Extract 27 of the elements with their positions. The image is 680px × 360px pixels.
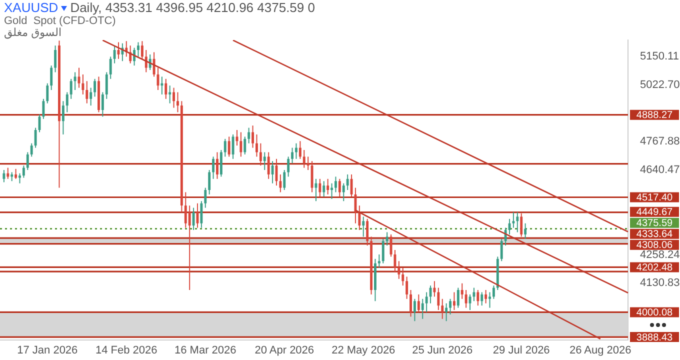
x-tick-label: 26 Aug 2026 [569,344,632,357]
ref-line-label: 4000.08 [636,307,674,318]
y-tick-label: 4640.47 [640,164,680,176]
ref-line-label: 4888.27 [636,110,674,122]
ref-line-label: 4202.48 [636,262,674,274]
y-tick-label: 4767.88 [640,136,680,148]
x-tick-label: 16 Mar 2026 [174,344,236,357]
y-tick-label: 4258.24 [640,248,680,261]
ref-line-label: 4375.59 [636,218,674,230]
x-tick-label: 20 Apr 2026 [254,344,314,357]
x-tick-label: 17 Jan 2026 [17,344,78,357]
y-tick-label: 4130.83 [640,277,680,290]
x-tick-label: 25 Jun 2026 [412,344,473,357]
ref-line-label: 4333.64 [636,229,674,240]
ref-line-label: 4449.67 [636,207,674,218]
ref-line-label: 3888.43 [636,332,674,344]
y-tick-label: 5022.70 [640,78,680,91]
x-tick-label: 29 Jul 2026 [492,344,550,357]
x-tick-label: 22 May 2026 [332,344,396,357]
ref-line-label: 4308.06 [636,240,674,252]
x-tick-label: 14 Feb 2026 [96,344,158,357]
ref-line-label: 4517.40 [636,192,674,204]
chart-subtitle: Daily, 4353.31 4396.95 4210.96 4375.59 0 [70,0,315,15]
chart-title: XAUUSD [4,0,58,15]
text: Gold Spot (CFD-OTC) [4,15,116,27]
text: السوق مغلق [4,27,62,39]
y-tick-label: 5150.11 [640,50,679,63]
